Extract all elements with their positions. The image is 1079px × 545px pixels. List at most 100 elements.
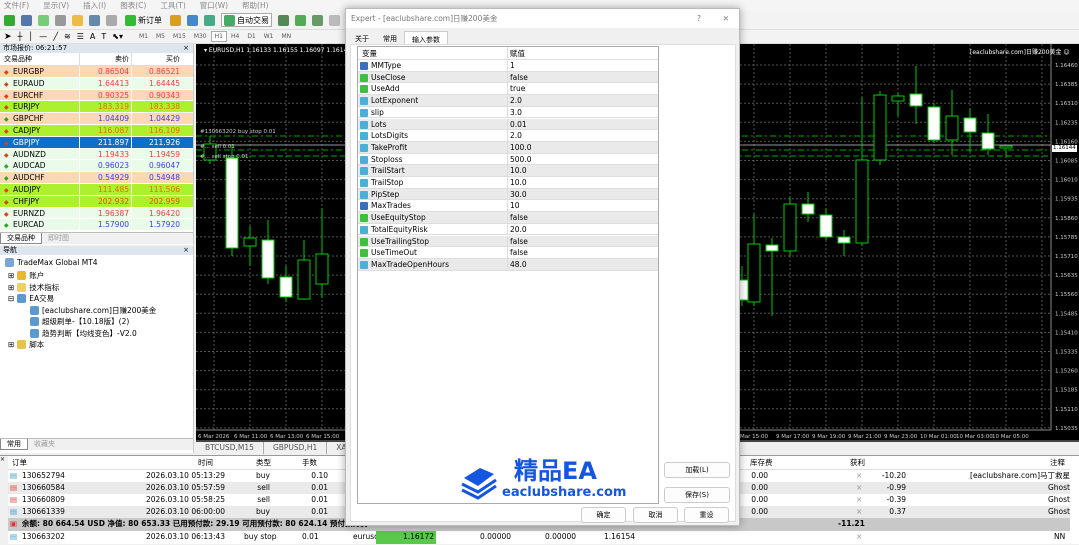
menu-item[interactable]: 插入(I)	[83, 1, 107, 10]
market-row[interactable]: ◆ AUDCAD 0.96023 0.96047	[0, 160, 193, 173]
timeframe-m30[interactable]: M30	[193, 33, 207, 40]
parameter-row[interactable]: TakeProfit 100.0	[358, 141, 658, 154]
text-icon[interactable]: A	[89, 32, 96, 41]
column-order[interactable]: 订单	[12, 458, 27, 467]
terminal-close-icon[interactable]: ×	[0, 456, 8, 545]
parameter-row[interactable]: TotalEquityRisk 20.0	[358, 223, 658, 236]
parameter-row[interactable]: UseEquityStop false	[358, 212, 658, 224]
parameter-row[interactable]: LotExponent 2.0	[358, 95, 658, 107]
parameter-value[interactable]: false	[510, 236, 528, 246]
expand-icon[interactable]: ⊞	[8, 283, 15, 292]
menu-item[interactable]: 窗口(W)	[199, 1, 229, 10]
expert-label-on-chart[interactable]: [eaclubshare.com]日赚200美金 ☺	[970, 49, 1070, 56]
menu-item[interactable]: 文件(F)	[4, 1, 30, 10]
zoom-in-icon[interactable]	[329, 14, 340, 26]
close-order-icon[interactable]: ×	[856, 494, 863, 504]
dropdown-icon[interactable]: ▾	[204, 47, 209, 54]
close-order-icon[interactable]: ×	[856, 532, 863, 541]
fibonacci-icon[interactable]: ☰	[76, 32, 84, 41]
profiles-icon[interactable]	[21, 14, 32, 26]
parameter-row[interactable]: UseTrailingStop false	[358, 235, 658, 248]
collapse-icon[interactable]: ⊟	[8, 294, 15, 303]
order-row[interactable]: ▤ 130652794 2026.03.10 05:13:29 buy 0.10 0.00…	[8, 470, 1070, 483]
crosshair-tool-icon[interactable]: ┼	[17, 32, 23, 41]
trendline-icon[interactable]: ╱	[53, 32, 59, 41]
globe-icon[interactable]	[204, 14, 215, 26]
timeframe-h1[interactable]: H1	[210, 31, 227, 42]
close-icon[interactable]: ×	[183, 44, 189, 52]
tab-about[interactable]: 关于	[355, 35, 369, 43]
column-symbol[interactable]: 交易品种	[4, 55, 32, 63]
reset-button[interactable]: 重设	[684, 507, 729, 523]
menu-item[interactable]: 工具(T)	[160, 1, 186, 10]
market-row[interactable]: ◆ EURCHF 0.90325 0.90343	[0, 89, 193, 102]
market-row[interactable]: ◆ GBPCHF 1.04409 1.04429	[0, 113, 193, 125]
tree-root[interactable]: TradeMax Global MT4	[5, 258, 98, 267]
parameter-row[interactable]: MaxTrades 10	[358, 200, 658, 213]
parameter-value[interactable]: 10.0	[510, 178, 527, 187]
parameter-row[interactable]: UseClose false	[358, 71, 658, 84]
new-order-button[interactable]: 新订单	[123, 13, 164, 27]
parameter-row[interactable]: MMType 1	[358, 60, 658, 72]
signals-icon[interactable]	[187, 14, 198, 26]
parameter-value[interactable]: 0.01	[510, 119, 527, 129]
column-bid[interactable]: 卖价	[79, 53, 131, 65]
close-order-icon[interactable]: ×	[856, 482, 863, 492]
bar-chart-icon[interactable]	[278, 14, 289, 26]
timeframe-m5[interactable]: M5	[156, 33, 165, 40]
market-row[interactable]: ◆ EURAUD 1.64413 1.64445	[0, 77, 193, 90]
timeframe-m15[interactable]: M15	[173, 33, 186, 40]
parameter-value[interactable]: 20.0	[510, 224, 527, 234]
parameter-value[interactable]: false	[510, 248, 528, 258]
cursor-icon[interactable]: ➤	[4, 31, 12, 42]
terminal-icon[interactable]	[89, 14, 100, 26]
parameter-value[interactable]: false	[510, 213, 528, 223]
parameter-value[interactable]: 10	[510, 201, 520, 211]
tree-expert-item[interactable]: 趋势判断【均线变色】-V2.0	[30, 328, 137, 339]
market-row[interactable]: ◆ EURNZD 1.96387 1.96420	[0, 207, 193, 220]
tree-experts[interactable]: ⊟ EA交易	[8, 293, 54, 304]
menu-item[interactable]: 显示(V)	[43, 1, 70, 10]
market-row[interactable]: ◆ EURCAD 1.57900 1.57920	[0, 219, 193, 232]
market-row[interactable]: ◆ CADJPY 116.087 116.109	[0, 124, 193, 137]
parameter-value[interactable]: 2.0	[510, 96, 522, 106]
column-comment[interactable]: 注释	[1050, 458, 1065, 467]
parameter-row[interactable]: slip 3.0	[358, 106, 658, 119]
save-button[interactable]: 保存(S)	[664, 487, 730, 503]
tab-common[interactable]: 常用	[0, 439, 28, 450]
column-size[interactable]: 手数	[302, 458, 317, 467]
line-chart-icon[interactable]	[312, 14, 323, 26]
parameter-value[interactable]: false	[510, 72, 528, 82]
auto-trading-button[interactable]: 自动交易	[221, 13, 272, 27]
crosshair-icon[interactable]	[55, 14, 66, 26]
tab-common[interactable]: 常用	[383, 35, 397, 43]
market-row[interactable]: ◆ CHFJPY 202.932 202.959	[0, 195, 193, 208]
expand-icon[interactable]: ⊞	[8, 340, 15, 349]
timeframe-h4[interactable]: H4	[230, 33, 240, 40]
market-row[interactable]: ◆ AUDNZD 1.19433 1.19459	[0, 148, 193, 161]
tab-favorites[interactable]: 收藏夹	[34, 440, 55, 448]
cancel-button[interactable]: 取消	[633, 507, 678, 523]
market-row[interactable]: ◆ AUDCHF 0.54929 0.54948	[0, 172, 193, 184]
parameter-row[interactable]: TrailStart 10.0	[358, 165, 658, 177]
tester-icon[interactable]	[106, 14, 117, 26]
parameter-value[interactable]: 3.0	[510, 107, 522, 117]
close-button[interactable]: ✕	[722, 14, 729, 23]
tree-scripts[interactable]: ⊞ 脚本	[8, 339, 44, 350]
parameter-value[interactable]: 48.0	[510, 259, 527, 269]
parameter-value[interactable]: 1	[510, 61, 515, 70]
new-chart-icon[interactable]	[4, 14, 15, 26]
market-row[interactable]: ◆ GBPJPY 211.897 211.926	[0, 136, 193, 149]
market-watch-icon[interactable]	[38, 14, 49, 26]
close-order-icon[interactable]: ×	[856, 507, 863, 517]
text-label-icon[interactable]: T	[101, 32, 107, 41]
parameter-value[interactable]: 10.0	[510, 166, 527, 176]
channel-icon[interactable]: ≋	[64, 32, 71, 41]
metaeditor-icon[interactable]	[170, 14, 181, 26]
close-order-icon[interactable]: ×	[856, 470, 863, 480]
parameter-row[interactable]: MaxTradeOpenHours 48.0	[358, 258, 658, 271]
load-button[interactable]: 加载(L)	[664, 462, 730, 478]
tab-tick-chart[interactable]: 即时图	[48, 234, 69, 242]
market-row[interactable]: ◆ AUDJPY 111.485 111.506	[0, 183, 193, 196]
timeframe-d1[interactable]: D1	[247, 33, 256, 40]
